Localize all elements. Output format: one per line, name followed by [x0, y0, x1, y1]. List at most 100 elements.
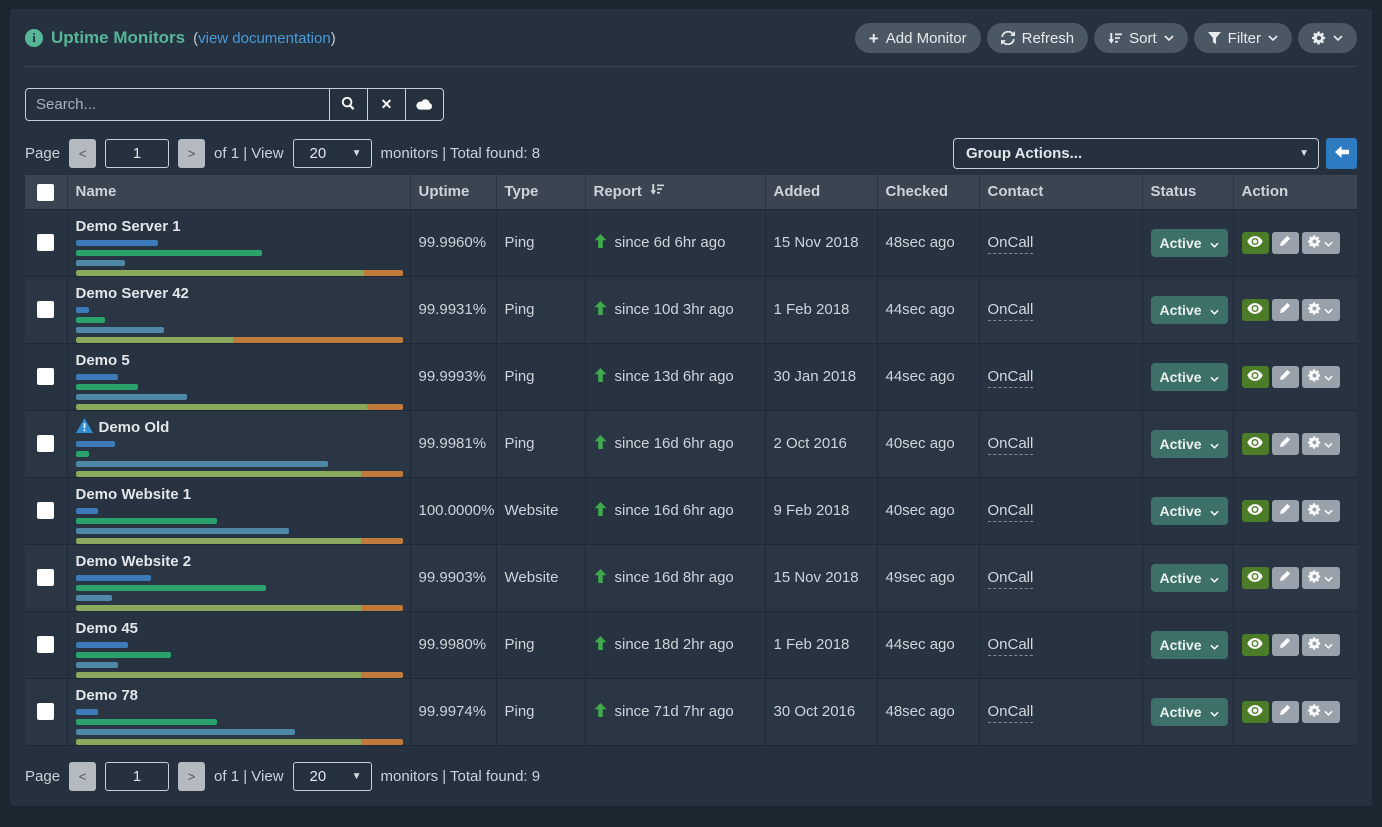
status-dropdown[interactable]: Active [1150, 295, 1228, 324]
contact-link[interactable]: OnCall [987, 368, 1034, 388]
monitor-name[interactable]: Demo 78 [75, 686, 139, 704]
per-page-value: 20 [309, 145, 327, 162]
options-dropdown-button[interactable] [1301, 432, 1340, 455]
column-action[interactable]: Action [1233, 175, 1357, 209]
monitor-name[interactable]: Demo Server 1 [75, 217, 181, 235]
row-checkbox[interactable] [37, 703, 55, 721]
select-all-checkbox[interactable] [37, 183, 55, 201]
per-page-select[interactable]: 20 ▼ [292, 761, 372, 791]
contact-link[interactable]: OnCall [987, 301, 1034, 321]
contact-link[interactable]: OnCall [987, 636, 1034, 656]
options-dropdown-button[interactable] [1301, 700, 1340, 723]
apply-group-action-button[interactable] [1326, 138, 1357, 169]
column-added[interactable]: Added [765, 175, 878, 209]
column-status[interactable]: Status [1142, 175, 1234, 209]
page-number-input[interactable] [105, 139, 170, 168]
contact-link[interactable]: OnCall [987, 502, 1034, 522]
refresh-icon [1000, 31, 1015, 45]
column-report[interactable]: Report [585, 175, 766, 209]
table-row: Demo Website 1 100.0000% Website since 16d … [25, 476, 1357, 544]
search-button[interactable] [329, 88, 368, 121]
status-dropdown[interactable]: Active [1150, 563, 1228, 592]
edit-button[interactable] [1271, 298, 1299, 321]
uptime-bars [75, 641, 404, 678]
status-label: Active [1159, 435, 1202, 452]
edit-button[interactable] [1271, 700, 1299, 723]
monitor-type: Ping [496, 275, 586, 343]
chevron-down-icon [1209, 503, 1219, 519]
status-dropdown[interactable]: Active [1150, 228, 1228, 257]
view-button[interactable] [1241, 432, 1269, 455]
settings-menu-button[interactable] [1298, 23, 1357, 53]
row-checkbox[interactable] [37, 234, 55, 252]
row-checkbox[interactable] [37, 502, 55, 520]
column-type[interactable]: Type [496, 175, 586, 209]
view-button[interactable] [1241, 365, 1269, 388]
contact-link[interactable]: OnCall [987, 569, 1034, 589]
per-page-select[interactable]: 20 ▼ [292, 139, 372, 168]
column-checked[interactable]: Checked [877, 175, 980, 209]
prev-page-button[interactable]: < [69, 761, 97, 791]
view-button[interactable] [1241, 298, 1269, 321]
row-checkbox[interactable] [37, 569, 55, 587]
edit-button[interactable] [1271, 432, 1299, 455]
row-checkbox[interactable] [37, 435, 55, 453]
next-page-button[interactable]: > [178, 139, 206, 168]
status-dropdown[interactable]: Active [1150, 697, 1228, 726]
edit-button[interactable] [1271, 566, 1299, 589]
view-button[interactable] [1241, 566, 1269, 589]
status-dropdown[interactable]: Active [1150, 429, 1228, 458]
page-number-input[interactable] [105, 761, 170, 791]
view-button[interactable] [1241, 700, 1269, 723]
view-button[interactable] [1241, 499, 1269, 522]
view-button[interactable] [1241, 633, 1269, 656]
uptime-bars [75, 239, 404, 276]
search-input[interactable] [25, 88, 330, 121]
edit-button[interactable] [1271, 231, 1299, 254]
status-dropdown[interactable]: Active [1150, 362, 1228, 391]
row-checkbox[interactable] [37, 368, 55, 386]
monitor-name[interactable]: Demo Website 1 [75, 485, 192, 503]
add-monitor-button[interactable]: + Add Monitor [854, 23, 981, 53]
next-page-button[interactable]: > [178, 761, 206, 791]
monitor-name[interactable]: Demo Old [98, 418, 170, 436]
row-checkbox[interactable] [37, 301, 55, 319]
report-text: since 6d 6hr ago [614, 234, 726, 251]
pencil-icon [1279, 302, 1291, 317]
clear-search-button[interactable]: ✕ [367, 88, 406, 121]
edit-button[interactable] [1271, 365, 1299, 388]
options-dropdown-button[interactable] [1301, 566, 1340, 589]
view-button[interactable] [1241, 231, 1269, 254]
column-name[interactable]: Name [67, 175, 411, 209]
plus-icon: + [868, 28, 879, 48]
prev-page-button[interactable]: < [69, 139, 97, 168]
refresh-button[interactable]: Refresh [986, 23, 1089, 53]
group-actions-select[interactable]: Group Actions... ▼ [953, 138, 1319, 169]
edit-button[interactable] [1271, 499, 1299, 522]
options-dropdown-button[interactable] [1301, 231, 1340, 254]
monitor-name[interactable]: Demo 45 [75, 619, 139, 637]
column-contact[interactable]: Contact [979, 175, 1143, 209]
column-uptime[interactable]: Uptime [410, 175, 497, 209]
monitor-name[interactable]: Demo Server 42 [75, 284, 189, 302]
options-dropdown-button[interactable] [1301, 633, 1340, 656]
contact-link[interactable]: OnCall [987, 435, 1034, 455]
row-checkbox[interactable] [37, 636, 55, 654]
view-documentation-link[interactable]: view documentation [198, 29, 331, 47]
options-dropdown-button[interactable] [1301, 365, 1340, 388]
contact-link[interactable]: OnCall [987, 703, 1034, 723]
status-dropdown[interactable]: Active [1150, 630, 1228, 659]
monitor-type: Ping [496, 409, 586, 477]
cloud-button[interactable] [405, 88, 444, 121]
contact-link[interactable]: OnCall [987, 234, 1034, 254]
monitor-name[interactable]: Demo Website 2 [75, 552, 192, 570]
added-date: 30 Jan 2018 [765, 342, 878, 410]
filter-button[interactable]: Filter [1193, 23, 1292, 53]
edit-button[interactable] [1271, 633, 1299, 656]
monitor-name[interactable]: Demo 5 [75, 351, 130, 369]
bar-green [75, 517, 217, 524]
status-dropdown[interactable]: Active [1150, 496, 1228, 525]
options-dropdown-button[interactable] [1301, 298, 1340, 321]
sort-button[interactable]: Sort [1094, 23, 1188, 53]
options-dropdown-button[interactable] [1301, 499, 1340, 522]
